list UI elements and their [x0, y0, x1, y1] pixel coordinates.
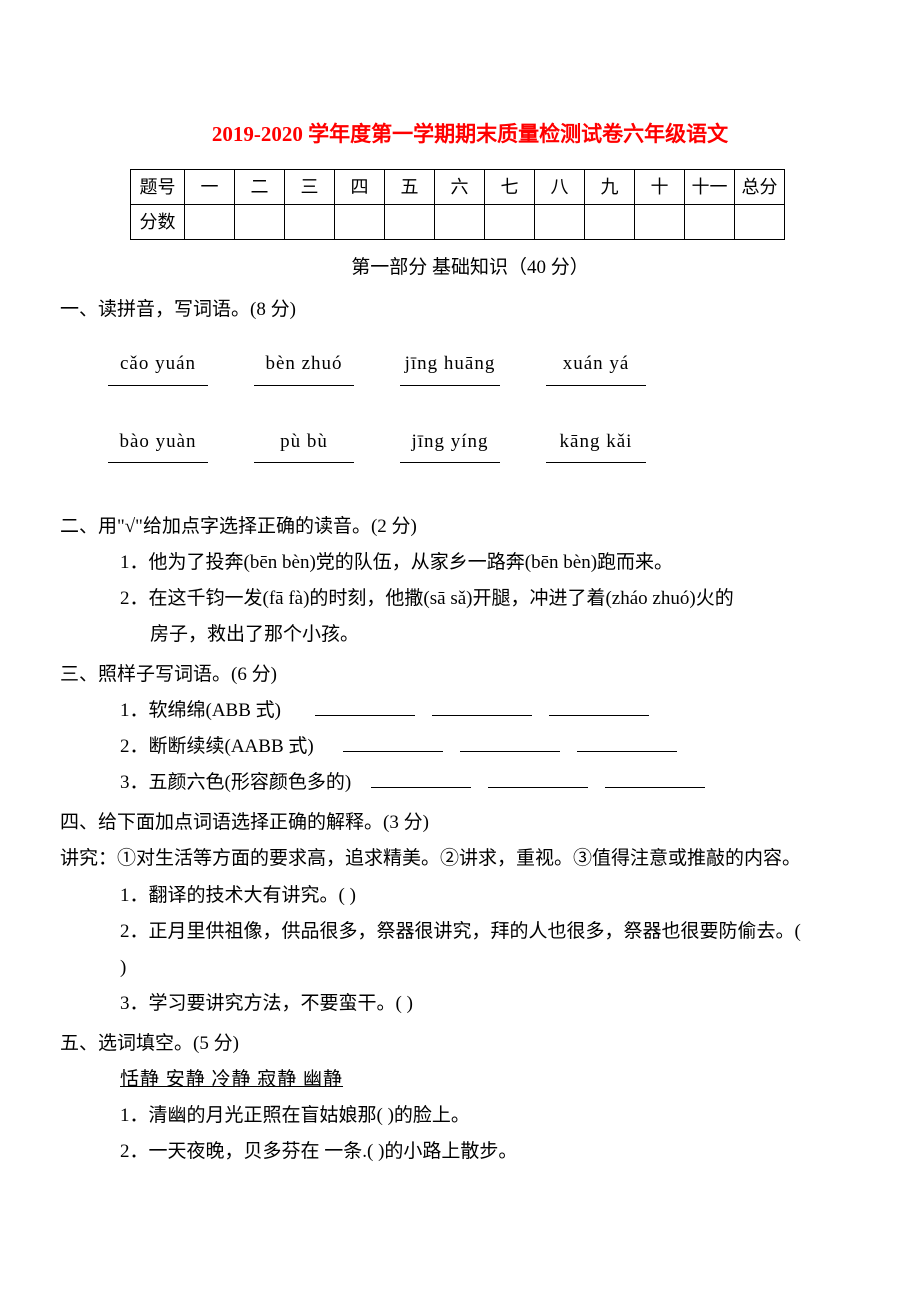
score-cell[interactable] [235, 205, 285, 240]
q5-item: 2．一天夜晚，贝多芬在 一条.( )的小路上散步。 [120, 1134, 810, 1170]
header-cell: 十一 [685, 169, 735, 204]
score-table: 题号 一 二 三 四 五 六 七 八 九 十 十一 总分 分数 [130, 169, 785, 240]
q3-heading: 三、照样子写词语。(6 分) [60, 657, 810, 693]
q4-item: 3．学习要讲究方法，不要蛮干。( ) [120, 986, 810, 1022]
header-cell: 总分 [735, 169, 785, 204]
pinyin-row-2: bào yuàn pù bù jīng yíng kāng kǎi [108, 424, 810, 463]
q4-definition: 讲究：①对生活等方面的要求高，追求精美。②讲求，重视。③值得注意或推敲的内容。 [60, 841, 810, 877]
score-label: 分数 [131, 205, 185, 240]
q3-item: 1．软绵绵(ABB 式) [120, 693, 810, 729]
pinyin-cell: kāng kǎi [546, 424, 646, 463]
q5-heading: 五、选词填空。(5 分) [60, 1026, 810, 1062]
score-cell[interactable] [485, 205, 535, 240]
q4-item: 2．正月里供祖像，供品很多，祭器很讲究，拜的人也很多，祭器也很要防偷去。( ) [120, 914, 810, 986]
pinyin-cell: bèn zhuó [254, 346, 354, 385]
header-cell: 五 [385, 169, 435, 204]
q3-item-text: 2．断断续续(AABB 式) [120, 736, 314, 757]
answer-blank[interactable] [343, 733, 443, 752]
score-cell[interactable] [535, 205, 585, 240]
pinyin-cell: pù bù [254, 424, 354, 463]
score-cell[interactable] [185, 205, 235, 240]
answer-blank[interactable] [432, 697, 532, 716]
pinyin-cell: xuán yá [546, 346, 646, 385]
header-cell: 七 [485, 169, 535, 204]
answer-blank[interactable] [605, 769, 705, 788]
exam-title: 2019-2020 学年度第一学期期末质量检测试卷六年级语文 [60, 115, 810, 155]
header-cell: 二 [235, 169, 285, 204]
pinyin-cell: cǎo yuán [108, 346, 208, 385]
q2-item-wrap: 房子，救出了那个小孩。 [150, 617, 810, 653]
score-cell[interactable] [735, 205, 785, 240]
q2-heading: 二、用"√"给加点字选择正确的读音。(2 分) [60, 509, 810, 545]
q1-heading: 一、读拼音，写词语。(8 分) [60, 292, 810, 328]
header-cell: 一 [185, 169, 235, 204]
answer-blank[interactable] [460, 733, 560, 752]
score-cell[interactable] [585, 205, 635, 240]
header-cell: 四 [335, 169, 385, 204]
pinyin-row-1: cǎo yuán bèn zhuó jīng huāng xuán yá [108, 346, 810, 385]
q5-options: 恬静 安静 冷静 寂静 幽静 [120, 1062, 810, 1098]
answer-blank[interactable] [371, 769, 471, 788]
answer-blank[interactable] [315, 697, 415, 716]
header-cell: 八 [535, 169, 585, 204]
pinyin-cell: bào yuàn [108, 424, 208, 463]
q5-item: 1．清幽的月光正照在盲姑娘那( )的脸上。 [120, 1098, 810, 1134]
q2-item: 2．在这千钧一发(fā fà)的时刻，他撒(sā sǎ)开腿，冲进了着(zháo… [120, 581, 810, 617]
q3-item: 3．五颜六色(形容颜色多的) [120, 765, 810, 801]
q2-item: 1．他为了投奔(bēn bèn)党的队伍，从家乡一路奔(bēn bèn)跑而来。 [120, 545, 810, 581]
q3-item: 2．断断续续(AABB 式) [120, 729, 810, 765]
title-text: 2019-2020 学年度第一学期期末质量检测试卷六年级语文 [212, 122, 728, 146]
header-cell: 九 [585, 169, 635, 204]
score-cell[interactable] [635, 205, 685, 240]
answer-blank[interactable] [488, 769, 588, 788]
header-cell: 三 [285, 169, 335, 204]
answer-blank[interactable] [577, 733, 677, 752]
pinyin-cell: jīng huāng [400, 346, 500, 385]
q3-item-text: 3．五颜六色(形容颜色多的) [120, 772, 351, 793]
table-row: 分数 [131, 205, 785, 240]
score-cell[interactable] [285, 205, 335, 240]
pinyin-cell: jīng yíng [400, 424, 500, 463]
answer-blank[interactable] [549, 697, 649, 716]
q4-heading: 四、给下面加点词语选择正确的解释。(3 分) [60, 805, 810, 841]
score-cell[interactable] [335, 205, 385, 240]
score-cell[interactable] [385, 205, 435, 240]
score-cell[interactable] [435, 205, 485, 240]
header-cell: 十 [635, 169, 685, 204]
table-row: 题号 一 二 三 四 五 六 七 八 九 十 十一 总分 [131, 169, 785, 204]
score-cell[interactable] [685, 205, 735, 240]
q4-item: 1．翻译的技术大有讲究。( ) [120, 878, 810, 914]
header-cell: 六 [435, 169, 485, 204]
part-title: 第一部分 基础知识（40 分） [60, 250, 810, 286]
header-cell: 题号 [131, 169, 185, 204]
q3-item-text: 1．软绵绵(ABB 式) [120, 700, 281, 721]
